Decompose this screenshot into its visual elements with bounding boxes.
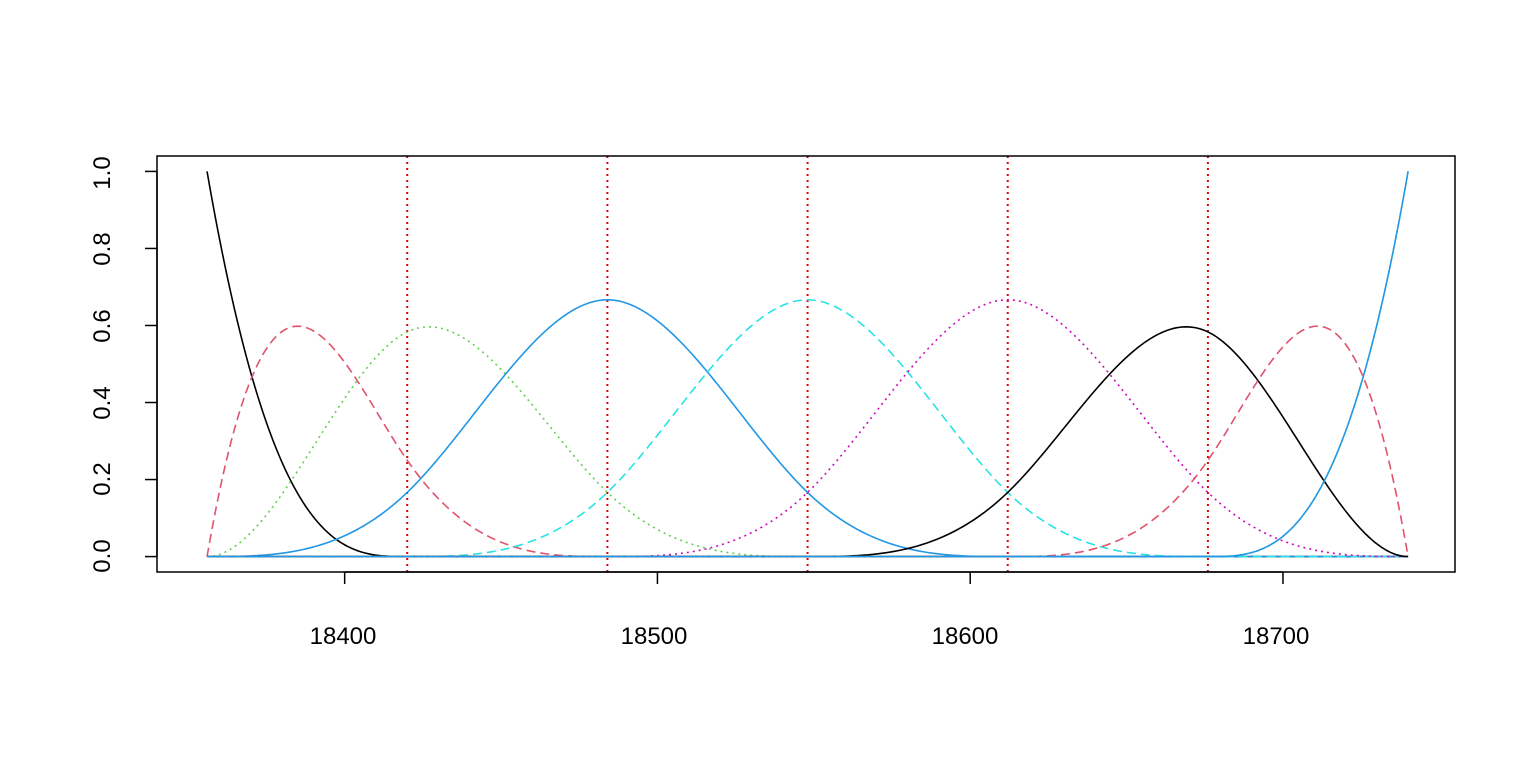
y-tick-label: 0.6 <box>89 309 116 342</box>
y-tick-label: 0.8 <box>89 232 116 265</box>
basis-curves <box>206 171 1409 558</box>
plot-frame <box>156 155 1456 573</box>
x-tick-label: 18700 <box>1243 623 1310 650</box>
x-axis <box>343 571 1284 584</box>
x-tick-label: 18400 <box>310 623 377 650</box>
y-tick-label: 0.4 <box>89 386 116 419</box>
y-axis <box>145 170 158 558</box>
y-tick-label: 0.0 <box>89 539 116 572</box>
basis-curve-b10 <box>207 171 1409 558</box>
x-tick-label: 18600 <box>932 623 999 650</box>
y-tick-label: 1.0 <box>89 156 116 189</box>
knot-lines <box>406 156 1209 572</box>
x-tick-label: 18500 <box>621 623 688 650</box>
y-tick-label: 0.2 <box>89 462 116 495</box>
